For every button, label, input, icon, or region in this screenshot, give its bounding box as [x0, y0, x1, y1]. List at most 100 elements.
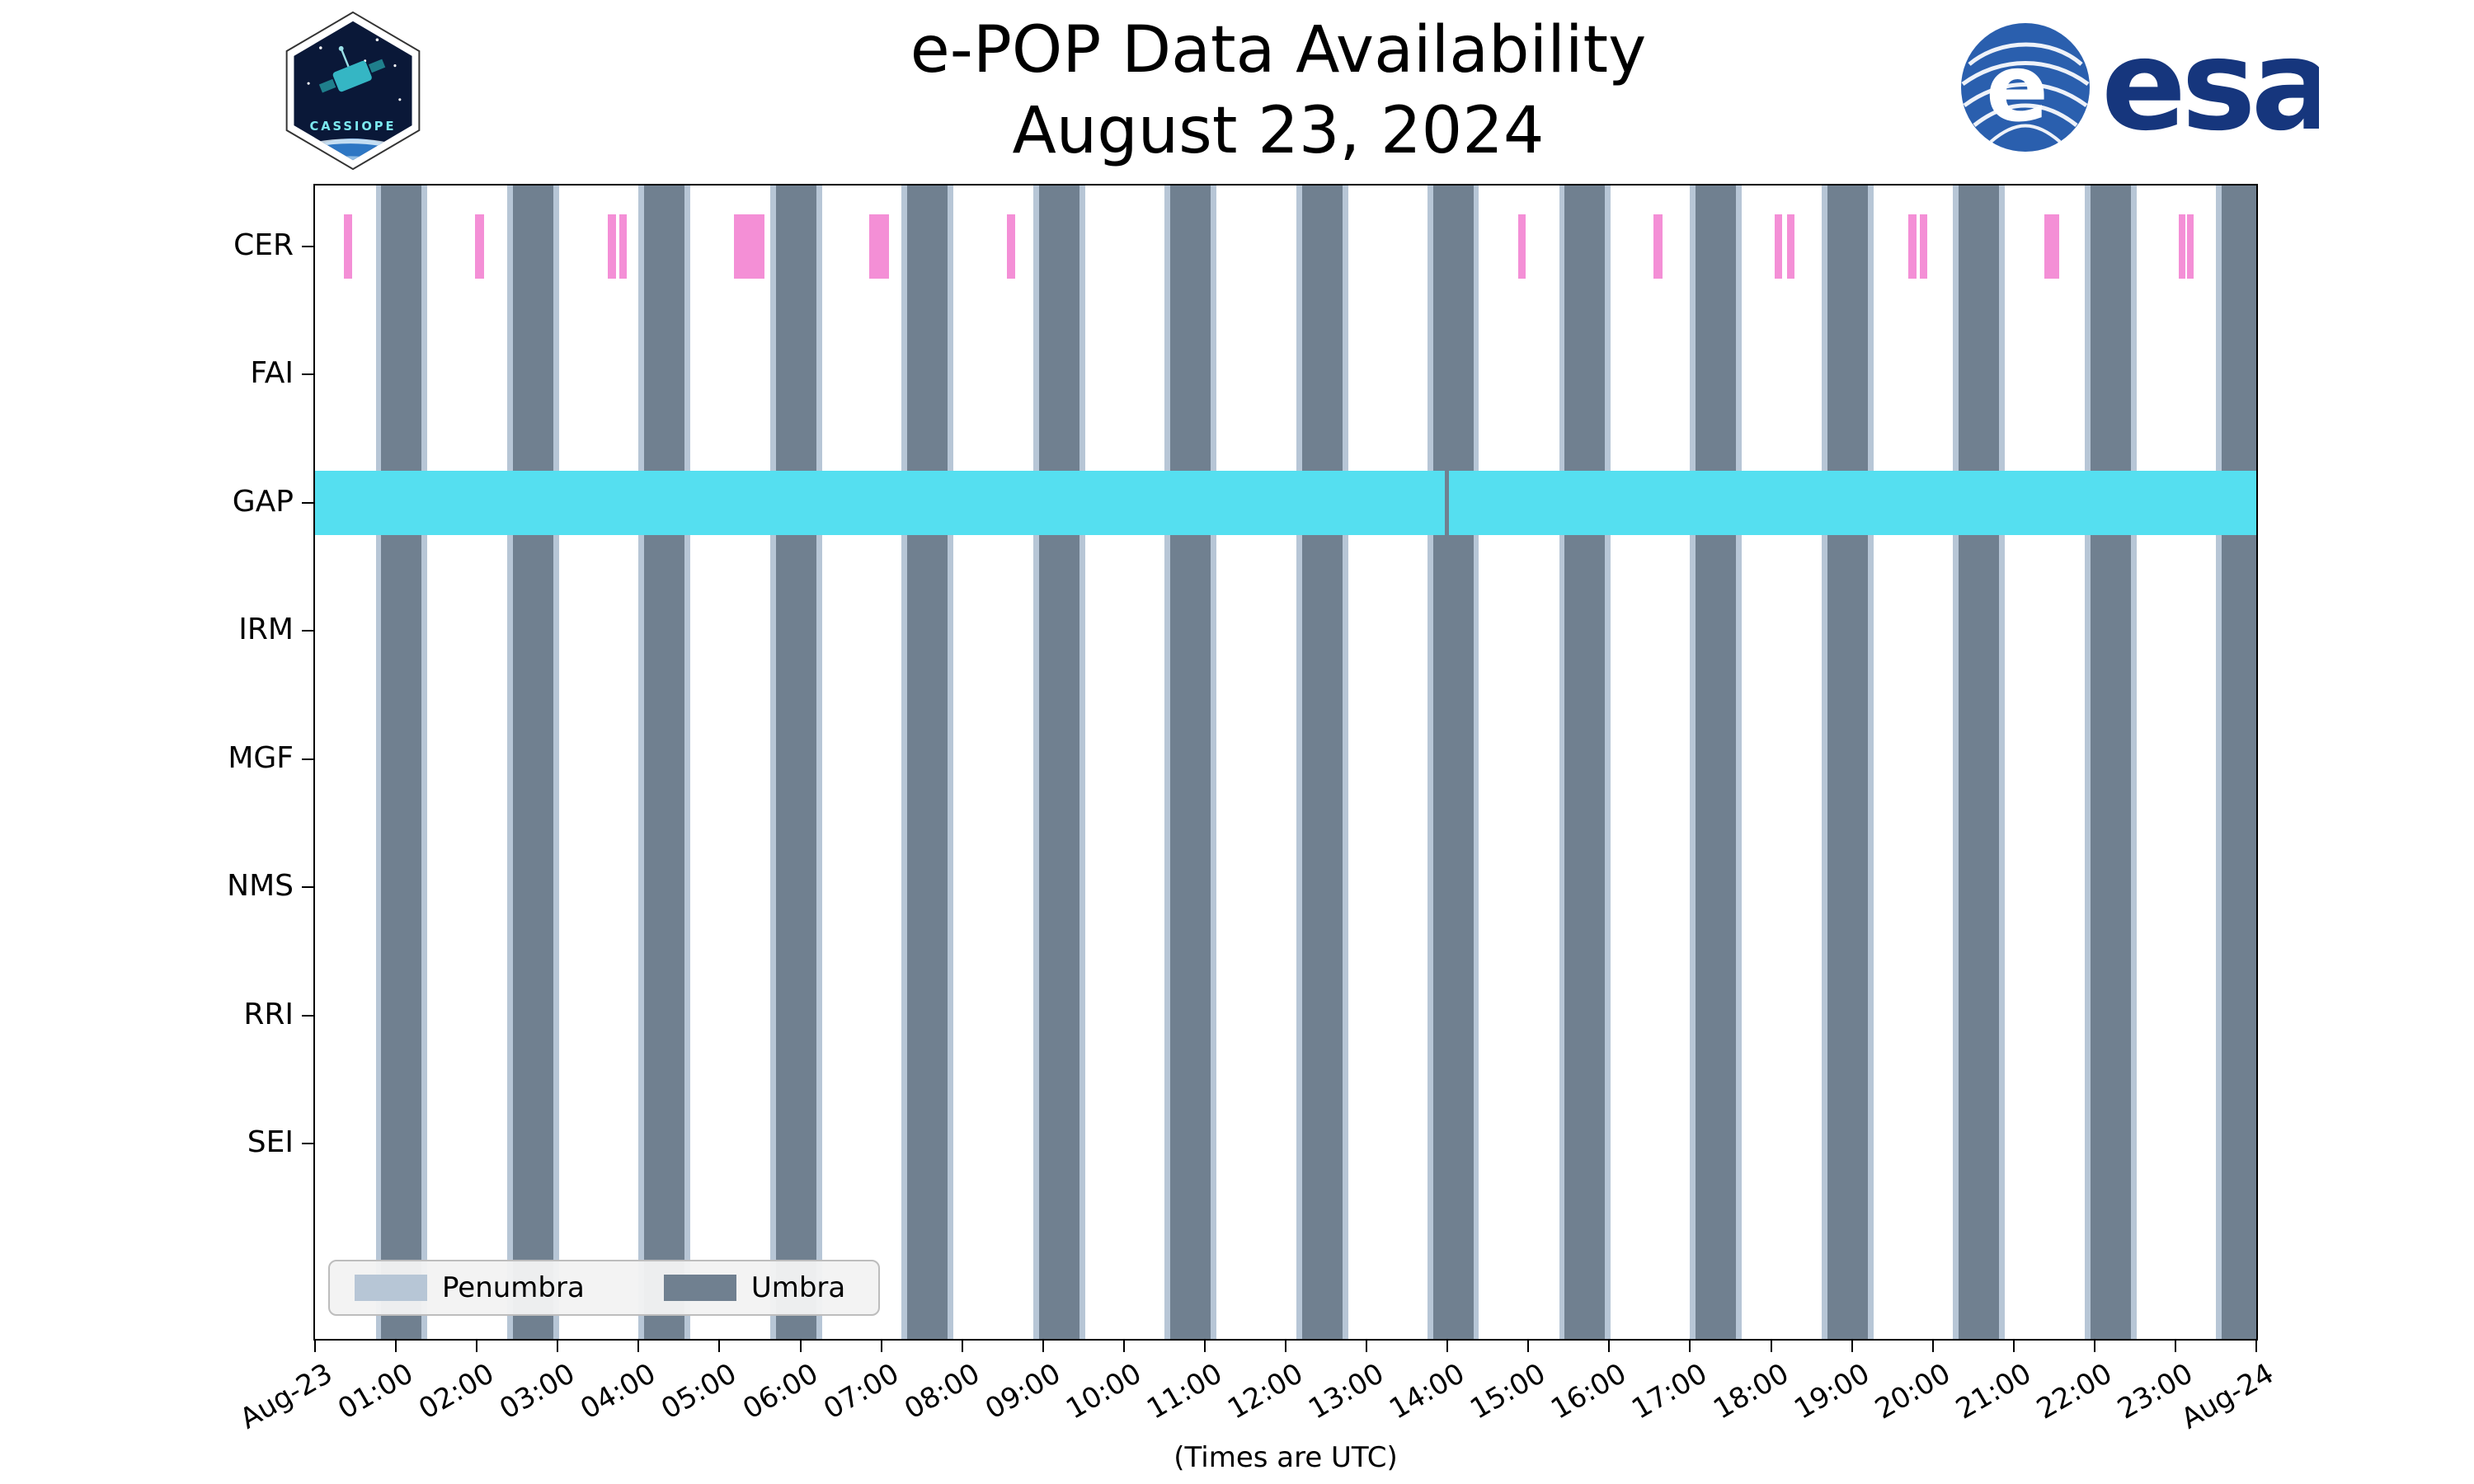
x-tick-label: 13:00 — [1303, 1357, 1390, 1426]
x-tick — [1203, 1341, 1206, 1352]
esa-logo: e esa — [1956, 12, 2335, 160]
x-tick — [557, 1341, 559, 1352]
umbra-label: Umbra — [750, 1271, 846, 1304]
x-tick-label: 19:00 — [1788, 1357, 1875, 1426]
page-title: e-POP Data Availability — [910, 13, 1647, 87]
x-tick — [1042, 1341, 1044, 1352]
x-tick — [395, 1341, 397, 1352]
esa-globe-icon — [1961, 23, 2090, 152]
x-tick-label: Aug-24 — [2175, 1357, 2279, 1436]
y-tick — [302, 373, 313, 376]
y-tick-label-gap: GAP — [232, 484, 294, 519]
x-tick — [314, 1341, 316, 1352]
x-tick — [1689, 1341, 1691, 1352]
x-tick-label: 14:00 — [1384, 1357, 1471, 1426]
x-tick-label: 17:00 — [1626, 1357, 1714, 1426]
cer-data-bar — [618, 214, 627, 279]
y-tick — [302, 1142, 313, 1144]
x-tick-label: 21:00 — [1950, 1357, 2037, 1426]
esa-wordmark: esa — [2101, 18, 2319, 157]
y-tick-label-irm: IRM — [238, 613, 294, 647]
umbra-band — [1301, 186, 1343, 1339]
y-tick-label-cer: CER — [233, 228, 294, 262]
umbra-band — [1432, 186, 1474, 1339]
umbra-band — [1169, 186, 1211, 1339]
umbra-band — [2090, 186, 2131, 1339]
y-tick — [302, 1014, 313, 1017]
patch-sky — [294, 21, 412, 161]
cer-data-bar — [734, 214, 765, 279]
x-tick-label: 10:00 — [1060, 1357, 1147, 1426]
x-tick — [799, 1341, 802, 1352]
umbra-band — [1038, 186, 1079, 1339]
x-tick — [1770, 1341, 1772, 1352]
umbra-band — [1959, 186, 2000, 1339]
cer-data-bar — [344, 214, 353, 279]
y-tick-label-nms: NMS — [227, 869, 294, 904]
x-tick-label: Aug-23 — [234, 1357, 338, 1436]
cassiope-mission-patch: CASSIOPE — [272, 8, 434, 176]
cer-data-bar — [1787, 214, 1794, 279]
x-tick — [637, 1341, 640, 1352]
cassiope-wordmark: CASSIOPE — [310, 120, 397, 134]
x-tick-label: 03:00 — [494, 1357, 581, 1426]
x-tick-label: 15:00 — [1465, 1357, 1552, 1426]
y-tick — [302, 886, 313, 889]
x-tick-label: 11:00 — [1141, 1357, 1228, 1426]
umbra-band — [513, 186, 554, 1339]
x-tick — [961, 1341, 963, 1352]
y-tick-label-mgf: MGF — [228, 740, 294, 775]
umbra-band — [906, 186, 948, 1339]
cer-data-bar — [1653, 214, 1663, 279]
cer-data-bar — [608, 214, 616, 279]
cer-data-bar — [2186, 214, 2194, 279]
x-tick — [1931, 1341, 1934, 1352]
umbra-band — [1827, 186, 1869, 1339]
penumbra-label: Penumbra — [442, 1271, 585, 1304]
y-tick-label-rri: RRI — [243, 997, 294, 1031]
x-tick — [1366, 1341, 1368, 1352]
umbra-band — [1696, 186, 1737, 1339]
x-tick — [2174, 1341, 2176, 1352]
x-tick — [1122, 1341, 1125, 1352]
x-tick-label: 16:00 — [1545, 1357, 1633, 1426]
x-tick — [1446, 1341, 1449, 1352]
legend: Penumbra Umbra — [328, 1260, 881, 1316]
cer-data-bar — [868, 214, 890, 279]
x-tick-label: 23:00 — [2112, 1357, 2199, 1426]
x-tick-label: 20:00 — [1869, 1357, 1956, 1426]
x-tick — [2255, 1341, 2257, 1352]
x-tick — [2093, 1341, 2095, 1352]
umbra-band — [381, 186, 422, 1339]
gap-data-bar — [1449, 470, 2256, 535]
y-tick-label-fai: FAI — [250, 356, 294, 391]
x-tick-label: 08:00 — [898, 1357, 985, 1426]
x-tick-label: 22:00 — [2030, 1357, 2118, 1426]
x-tick-label: 09:00 — [979, 1357, 1066, 1426]
cer-data-bar — [1775, 214, 1783, 279]
y-tick — [302, 245, 313, 247]
umbra-band — [776, 186, 817, 1339]
chart-header: e-POP Data Availability August 23, 2024 — [536, 10, 2020, 172]
x-tick — [2012, 1341, 2015, 1352]
x-tick — [476, 1341, 478, 1352]
x-tick-label: 05:00 — [656, 1357, 743, 1426]
cer-data-bar — [475, 214, 484, 279]
umbra-band — [1564, 186, 1606, 1339]
x-tick-label: 06:00 — [736, 1357, 824, 1426]
x-tick — [718, 1341, 721, 1352]
satellite-icon — [318, 45, 386, 93]
penumbra-swatch — [355, 1275, 427, 1301]
x-tick — [880, 1341, 882, 1352]
umbra-band — [2221, 186, 2256, 1339]
y-tick — [302, 758, 313, 760]
cassiope-patch-graphic: CASSIOPE — [285, 11, 421, 171]
y-tick-label-sei: SEI — [247, 1125, 294, 1159]
cer-data-bar — [2178, 214, 2185, 279]
cer-data-bar — [1006, 214, 1016, 279]
x-tick-label: 04:00 — [575, 1357, 662, 1426]
gap-data-bar — [315, 470, 1446, 535]
x-tick-label: 02:00 — [413, 1357, 501, 1426]
x-tick-label: 01:00 — [332, 1357, 420, 1426]
cer-data-bar — [1908, 214, 1917, 279]
